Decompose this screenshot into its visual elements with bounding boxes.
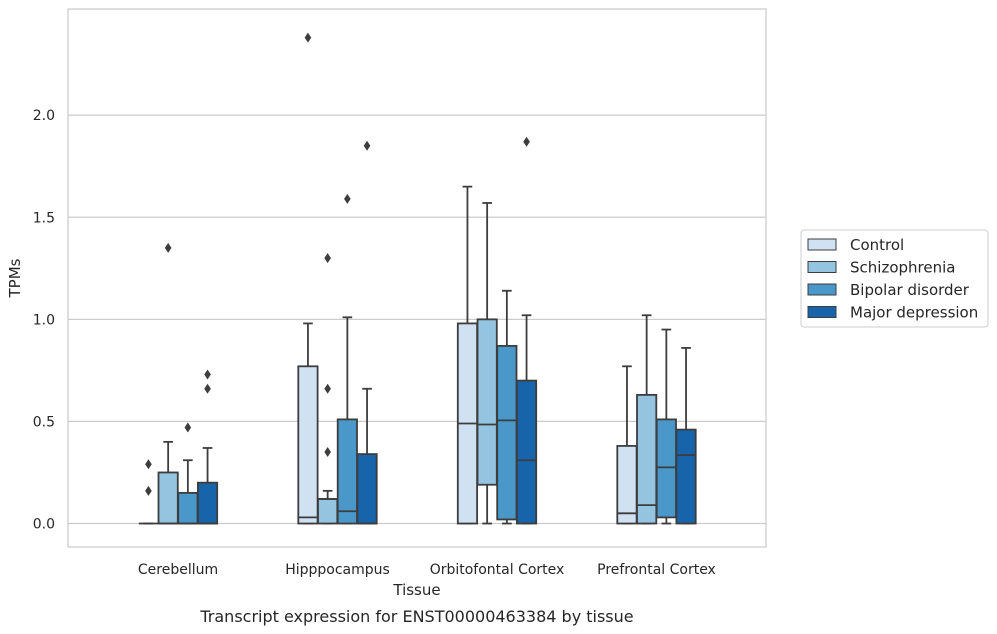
outlier-point: [304, 32, 312, 43]
y-tick-label: 0.0: [33, 517, 55, 533]
chart-caption: Transcript expression for ENST0000046338…: [199, 607, 633, 626]
outlier-point: [344, 193, 351, 204]
legend-label: Schizophrenia: [850, 259, 955, 277]
legend-label: Major depression: [850, 304, 978, 322]
box-group: [616, 365, 638, 525]
legend-swatch: [807, 238, 837, 251]
outlier-point: [523, 136, 530, 147]
y-tick-labels: 0.0 0.5 1.0 1.5 2.0: [33, 108, 55, 532]
outlier-point: [324, 383, 331, 394]
legend-label: Control: [850, 236, 904, 254]
y-tick-label: 0.5: [33, 414, 55, 430]
box-group: [177, 422, 199, 525]
legend-swatch: [807, 283, 837, 296]
box-group: [336, 193, 358, 525]
y-tick-label: 1.0: [33, 312, 55, 328]
legend-swatch: [807, 306, 837, 318]
outlier-point: [145, 485, 152, 496]
box-group: [636, 314, 658, 525]
legend-label: Bipolar disorder: [850, 281, 970, 299]
x-tick-label: Hipppocampus: [285, 562, 390, 578]
plot-frame: [67, 8, 767, 548]
outlier-point: [204, 369, 211, 380]
y-tick-label: 1.5: [33, 210, 55, 226]
outlier-point: [164, 242, 172, 253]
x-tick-label: Prefrontal Cortex: [597, 562, 716, 578]
box-group: [356, 140, 378, 525]
box: [616, 445, 638, 525]
box: [336, 418, 358, 525]
outlier-point: [184, 422, 192, 433]
box-group: [516, 136, 538, 525]
box: [157, 471, 179, 525]
outlier-point: [204, 383, 211, 394]
box: [476, 318, 498, 486]
box: [516, 379, 538, 525]
box-group: [196, 369, 219, 525]
x-axis-label: Tissue: [392, 581, 440, 599]
box: [675, 428, 697, 525]
box: [356, 453, 378, 525]
box-group: [138, 459, 159, 525]
legend-swatch: [807, 261, 837, 273]
x-tick-labels: Cerebellum Hipppocampus Orbitofontal Corte…: [138, 562, 716, 578]
box: [297, 365, 319, 525]
legend-frame: [800, 229, 989, 328]
legend: Control Schizophrenia Bipolar disorder Majo…: [800, 229, 989, 328]
box-group: [675, 347, 697, 525]
box-group: [655, 328, 677, 525]
boxplots: [138, 32, 697, 525]
box: [177, 491, 199, 525]
box: [317, 498, 339, 525]
box: [496, 344, 518, 521]
box-group: [297, 32, 319, 525]
box-group: [496, 289, 518, 525]
outlier-point: [363, 140, 371, 151]
x-tick-label: Orbitofontal Cortex: [430, 562, 565, 578]
box: [636, 393, 658, 525]
y-tick-label: 2.0: [33, 108, 55, 124]
outlier-point: [324, 447, 331, 458]
x-tick-label: Cerebellum: [138, 562, 218, 578]
outlier-point: [145, 459, 152, 470]
outlier-point: [324, 253, 331, 264]
box: [655, 418, 677, 519]
y-axis-label: TPMs: [6, 258, 24, 298]
box: [196, 481, 219, 525]
